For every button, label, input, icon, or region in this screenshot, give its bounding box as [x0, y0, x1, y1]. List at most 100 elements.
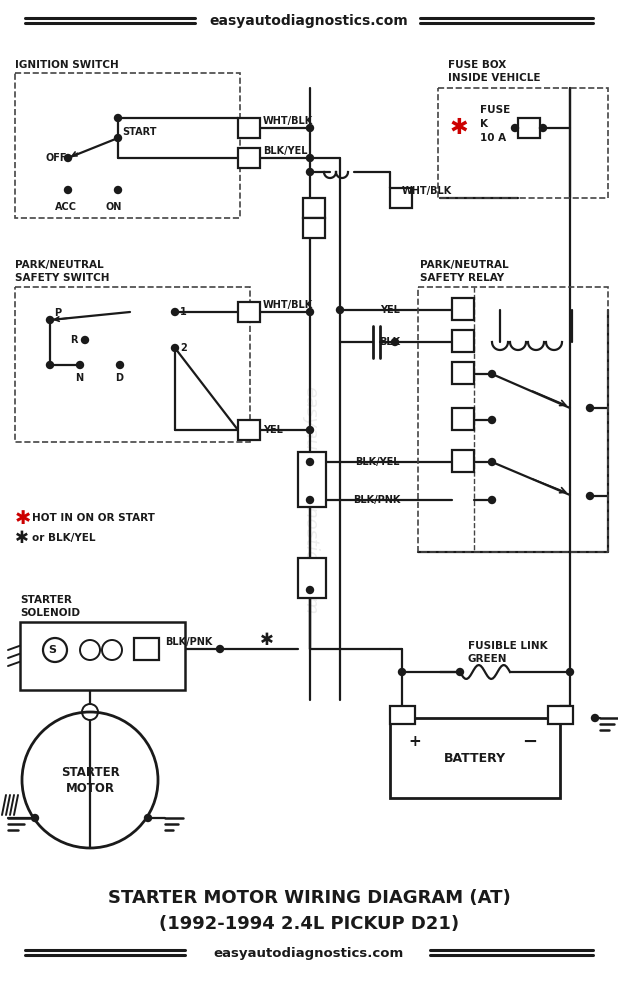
Text: −: − [522, 733, 537, 751]
Circle shape [399, 668, 405, 676]
Circle shape [46, 316, 54, 324]
Text: BLK/PNK: BLK/PNK [165, 637, 213, 647]
Circle shape [216, 646, 224, 652]
Text: P: P [54, 308, 61, 318]
Circle shape [307, 586, 313, 593]
Circle shape [172, 344, 179, 352]
Bar [452, 450, 474, 472]
Text: PARK/NEUTRAL: PARK/NEUTRAL [15, 260, 104, 270]
Bar [15, 73, 240, 218]
Text: MOTOR: MOTOR [66, 782, 114, 794]
Text: R: R [70, 335, 77, 345]
Circle shape [488, 458, 496, 466]
Text: GREEN: GREEN [468, 654, 507, 664]
Bar [452, 408, 474, 430]
Text: easyautodiagnostics.com: easyautodiagnostics.com [210, 14, 408, 28]
Text: ✱: ✱ [15, 508, 32, 528]
Bar [303, 218, 325, 238]
Bar [438, 88, 608, 198]
Text: easyautodiagnostics.com: easyautodiagnostics.com [214, 946, 404, 960]
Bar [298, 558, 326, 598]
Circle shape [307, 426, 313, 434]
Circle shape [540, 124, 546, 131]
Circle shape [145, 814, 151, 822]
Circle shape [117, 361, 124, 368]
Circle shape [336, 306, 344, 314]
Circle shape [591, 714, 598, 722]
Text: 2: 2 [180, 343, 187, 353]
Circle shape [114, 114, 122, 121]
Text: BLK/PNK: BLK/PNK [353, 495, 400, 505]
Text: PARK/NEUTRAL: PARK/NEUTRAL [420, 260, 509, 270]
Text: 10 A: 10 A [480, 133, 506, 143]
Text: or BLK/YEL: or BLK/YEL [32, 533, 96, 543]
Bar [15, 287, 250, 442]
Bar [390, 718, 560, 798]
Text: (1992-1994 2.4L PICKUP D21): (1992-1994 2.4L PICKUP D21) [159, 915, 459, 933]
Bar [20, 622, 185, 690]
Text: SOLENOID: SOLENOID [20, 608, 80, 618]
Text: FUSIBLE LINK: FUSIBLE LINK [468, 641, 548, 651]
Text: ✱: ✱ [260, 631, 274, 649]
Text: START: START [122, 127, 156, 137]
Bar [452, 330, 474, 352]
Text: BLK: BLK [379, 337, 400, 347]
Text: ON: ON [105, 202, 121, 212]
Bar [238, 302, 260, 322]
Text: WHT/BLK: WHT/BLK [263, 116, 313, 126]
Text: SAFETY RELAY: SAFETY RELAY [420, 273, 504, 283]
Text: IGNITION SWITCH: IGNITION SWITCH [15, 60, 119, 70]
Bar [548, 706, 573, 724]
Circle shape [307, 458, 313, 466]
Bar [452, 298, 474, 320]
Circle shape [77, 361, 83, 368]
Circle shape [307, 154, 313, 161]
Bar [452, 362, 474, 384]
Circle shape [307, 168, 313, 176]
Bar [390, 188, 412, 208]
Text: easyautodiagnostics.com: easyautodiagnostics.com [301, 386, 319, 614]
Text: FUSE: FUSE [480, 105, 510, 115]
Circle shape [586, 404, 593, 412]
Text: BATTERY: BATTERY [444, 752, 506, 764]
Text: YEL: YEL [263, 425, 283, 435]
Text: ✱: ✱ [15, 529, 29, 547]
Text: S: S [48, 645, 56, 655]
Circle shape [172, 308, 179, 316]
Text: 1: 1 [180, 307, 187, 317]
Circle shape [457, 668, 464, 676]
Circle shape [391, 338, 399, 346]
Bar [303, 198, 325, 218]
Bar [238, 118, 260, 138]
Text: STARTER: STARTER [20, 595, 72, 605]
Circle shape [512, 124, 519, 131]
Text: STARTER: STARTER [61, 766, 119, 778]
Circle shape [488, 416, 496, 424]
Bar [238, 420, 260, 440]
Circle shape [307, 496, 313, 504]
Bar [418, 287, 608, 552]
Circle shape [567, 668, 574, 676]
Circle shape [114, 186, 122, 194]
Bar [390, 706, 415, 724]
Bar [518, 118, 540, 138]
Text: ✱: ✱ [450, 118, 468, 138]
Bar [134, 638, 159, 660]
Text: ACC: ACC [55, 202, 77, 212]
Circle shape [114, 134, 122, 141]
Text: INSIDE VEHICLE: INSIDE VEHICLE [448, 73, 541, 83]
Text: HOT IN ON OR START: HOT IN ON OR START [32, 513, 155, 523]
Circle shape [46, 361, 54, 368]
Text: OFF: OFF [45, 153, 67, 163]
Text: BLK/YEL: BLK/YEL [355, 457, 400, 467]
Circle shape [488, 370, 496, 377]
Circle shape [307, 308, 313, 316]
Circle shape [32, 814, 38, 822]
Circle shape [64, 186, 72, 194]
Bar [238, 148, 260, 168]
Text: STARTER MOTOR WIRING DIAGRAM (AT): STARTER MOTOR WIRING DIAGRAM (AT) [108, 889, 510, 907]
Text: BLK/YEL: BLK/YEL [263, 146, 308, 156]
Circle shape [586, 492, 593, 499]
Text: WHT/BLK: WHT/BLK [402, 186, 452, 196]
Circle shape [64, 154, 72, 161]
